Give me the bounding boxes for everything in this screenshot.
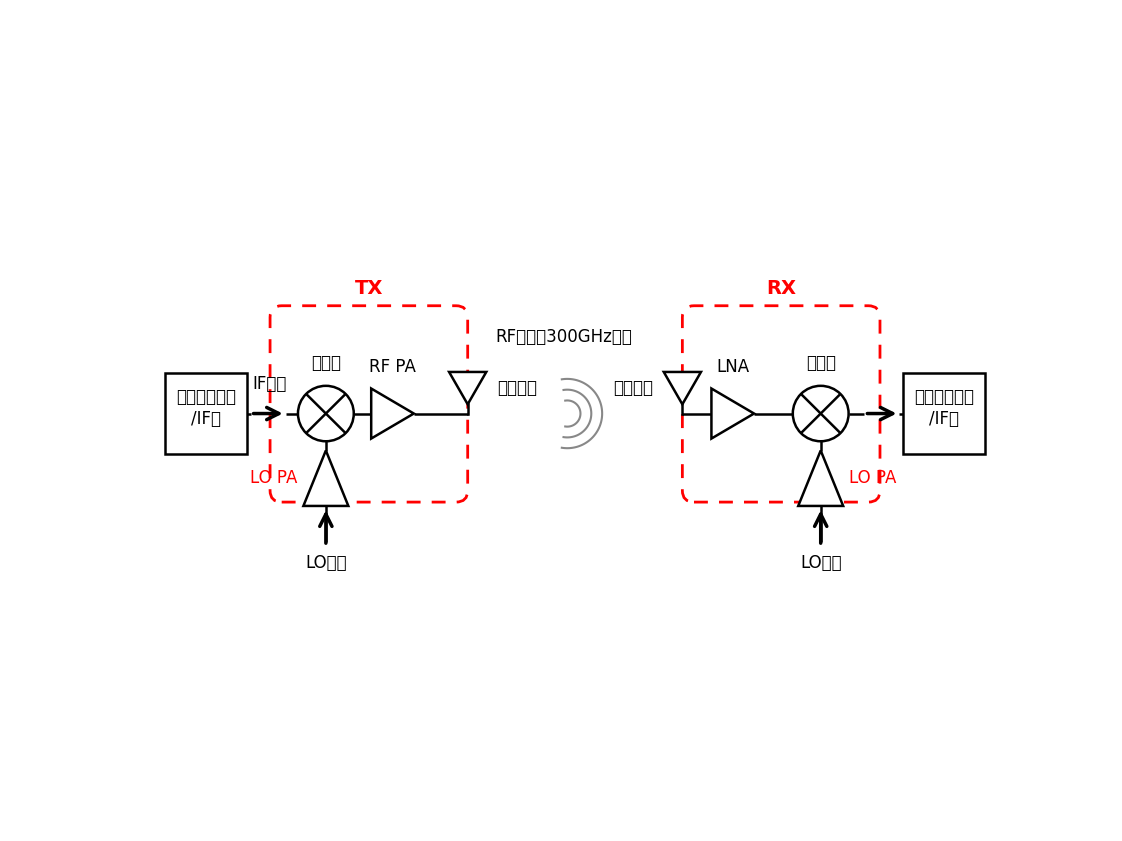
Text: LO信号: LO信号 — [305, 554, 347, 572]
Text: ミキサ: ミキサ — [311, 354, 341, 372]
Text: RX: RX — [766, 279, 797, 299]
Text: IF信号: IF信号 — [252, 375, 287, 394]
Text: TX: TX — [355, 279, 383, 299]
Text: RF信号（300GHz帯）: RF信号（300GHz帯） — [495, 327, 632, 346]
Text: ミキサ: ミキサ — [806, 354, 836, 372]
Polygon shape — [711, 389, 754, 438]
Text: LO PA: LO PA — [849, 469, 896, 487]
Text: LO PA: LO PA — [250, 469, 297, 487]
Polygon shape — [664, 372, 701, 405]
Text: ベースバンド
/IF部: ベースバンド /IF部 — [914, 388, 974, 428]
Polygon shape — [303, 451, 348, 506]
Text: アンテナ: アンテナ — [613, 379, 653, 397]
Polygon shape — [449, 372, 486, 405]
Bar — [165, 373, 247, 454]
Text: RF PA: RF PA — [369, 358, 416, 376]
Text: ベースバンド
/IF部: ベースバンド /IF部 — [176, 388, 236, 428]
Polygon shape — [371, 389, 414, 438]
Text: LO信号: LO信号 — [800, 554, 842, 572]
Bar — [903, 373, 985, 454]
Circle shape — [298, 386, 353, 442]
Circle shape — [793, 386, 848, 442]
Text: LNA: LNA — [716, 358, 749, 376]
Polygon shape — [798, 451, 843, 506]
Text: アンテナ: アンテナ — [497, 379, 537, 397]
